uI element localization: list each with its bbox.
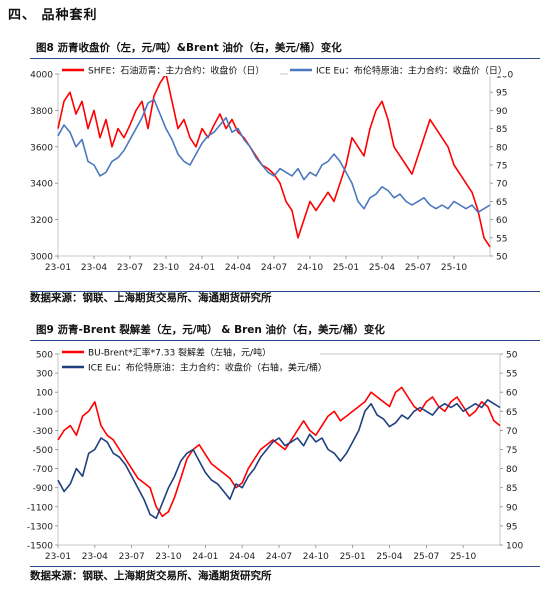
- y-left-tick-label: 3400: [30, 180, 53, 190]
- y-left-tick-label: -700: [33, 465, 54, 475]
- x-tick-label: 25-04: [369, 263, 395, 273]
- x-tick-label: 23-04: [82, 552, 108, 562]
- x-tick-label: 23-07: [119, 552, 145, 562]
- x-tick-label: 23-01: [45, 263, 71, 273]
- x-tick-label: 23-07: [117, 263, 143, 273]
- figure-8-title: 图8 沥青收盘价（左，元/吨）&Brent 油价（右，美元/桶）变化: [36, 42, 342, 54]
- figure-8-chart: 3000 3200 3400 3600 3800 4000 50 55 60 65 70 75 80 85…: [30, 63, 513, 273]
- x-tick-label: 25-04: [376, 552, 402, 562]
- y-left-tick-label: -300: [33, 427, 54, 437]
- y-right-tick-label: 50: [506, 351, 518, 361]
- figure-9-chart: -1500 -1300 -1100 -900 -700 -500 -300 -100 100 30…: [27, 345, 523, 562]
- x-tick-label: 25-01: [340, 552, 366, 562]
- y-right-tick-label: 55: [496, 234, 507, 244]
- y-left-tick-label: 4000: [30, 71, 53, 81]
- x-tick-label: 24-04: [229, 552, 255, 562]
- x-tick-label: 23-10: [155, 552, 181, 562]
- figure-8-source: 数据来源：钢联、上海期货交易所、海通期货研究所: [30, 292, 272, 304]
- x-tick-label: 23-10: [153, 263, 179, 273]
- legend-background: [60, 345, 320, 358]
- y-left-tick-label: 3200: [30, 216, 53, 226]
- y-right-tick-label: 60: [496, 216, 508, 226]
- legend-background: [60, 360, 320, 373]
- y-left-tick-label: -500: [33, 446, 54, 456]
- x-tick-label: 25-10: [450, 552, 476, 562]
- y-right-tick-label: 90: [506, 503, 518, 513]
- y-right-tick-label: 50: [496, 253, 508, 263]
- y-right-tick-label: 100: [506, 542, 523, 552]
- legend-background: [288, 63, 508, 76]
- y-left-tick-label: -100: [33, 408, 54, 418]
- figure-9-bottom-rule: [30, 566, 540, 567]
- series-line-2: [57, 399, 501, 520]
- x-tick-label: 24-04: [225, 263, 251, 273]
- figure-8-rule: [30, 58, 540, 59]
- y-left-tick-label: -900: [33, 484, 54, 494]
- y-left-tick-label: 300: [36, 370, 53, 380]
- x-tick-label: 23-04: [81, 263, 107, 273]
- y-right-tick-label: 75: [496, 162, 507, 172]
- y-right-tick-label: 60: [506, 389, 518, 399]
- y-right-tick-label: 65: [506, 408, 517, 418]
- y-left-tick-label: -1500: [27, 542, 53, 552]
- y-left-tick-label: 3600: [30, 143, 53, 153]
- series-line-1: [57, 73, 491, 248]
- figure-9-title: 图9 沥青-Brent 裂解差（左，元/吨） & Bren 油价（右，美元/桶）…: [36, 324, 385, 336]
- figure-8-bottom-rule: [30, 291, 540, 292]
- y-right-tick-label: 95: [506, 522, 517, 532]
- plot-frame: [57, 73, 491, 257]
- section-title: 四、 品种套利: [8, 8, 98, 23]
- series-line-2: [57, 98, 491, 214]
- y-right-tick-label: 70: [506, 427, 518, 437]
- y-right-tick-label: 70: [496, 180, 508, 190]
- y-left-tick-label: -1300: [27, 522, 53, 532]
- legend-label: ICE Eu：布伦特原油：主力合约：收盘价（右轴，美元/桶）: [88, 362, 327, 374]
- y-right-tick-label: 65: [496, 198, 507, 208]
- x-tick-label: 24-07: [266, 552, 292, 562]
- x-tick-label: 25-07: [413, 552, 439, 562]
- x-tick-label: 24-10: [297, 263, 323, 273]
- figure-9-rule: [30, 340, 540, 341]
- legend-background: [60, 63, 280, 76]
- legend-label: ICE Eu：布伦特原油：主力合约：收盘价（日）: [316, 65, 507, 77]
- y-right-tick-label: 90: [496, 107, 508, 117]
- y-left-tick-label: 100: [36, 389, 53, 399]
- x-tick-label: 24-07: [261, 263, 287, 273]
- x-tick-label: 25-10: [441, 263, 467, 273]
- y-right-tick-label: 55: [506, 370, 517, 380]
- x-tick-label: 24-01: [192, 552, 218, 562]
- y-left-tick-label: -1100: [27, 503, 53, 513]
- y-left-tick-label: 3000: [30, 253, 53, 263]
- y-right-tick-label: 95: [496, 89, 507, 99]
- legend-label: SHFE：石油沥青：主力合约：收盘价（日）: [88, 65, 264, 77]
- x-tick-label: 25-07: [405, 263, 431, 273]
- y-right-tick-label: 75: [506, 446, 517, 456]
- x-tick-label: 24-01: [189, 263, 215, 273]
- plot-frame: [57, 353, 501, 546]
- y-right-tick-label: 80: [506, 465, 518, 475]
- y-right-tick-label: 80: [496, 143, 508, 153]
- legend-label: BU-Brent*汇率*7.33 裂解差（左轴，元/吨）: [88, 347, 271, 359]
- series-line-1: [57, 386, 501, 518]
- figure-9-source: 数据来源：钢联、上海期货交易所、海通期货研究所: [30, 570, 272, 582]
- y-right-tick-label: 85: [496, 125, 507, 135]
- x-tick-label: 24-10: [303, 552, 329, 562]
- x-tick-label: 25-01: [333, 263, 359, 273]
- y-right-tick-label: 85: [506, 484, 517, 494]
- x-tick-label: 23-01: [45, 552, 71, 562]
- y-left-tick-label: 500: [36, 351, 53, 361]
- y-left-tick-label: 3800: [30, 107, 53, 117]
